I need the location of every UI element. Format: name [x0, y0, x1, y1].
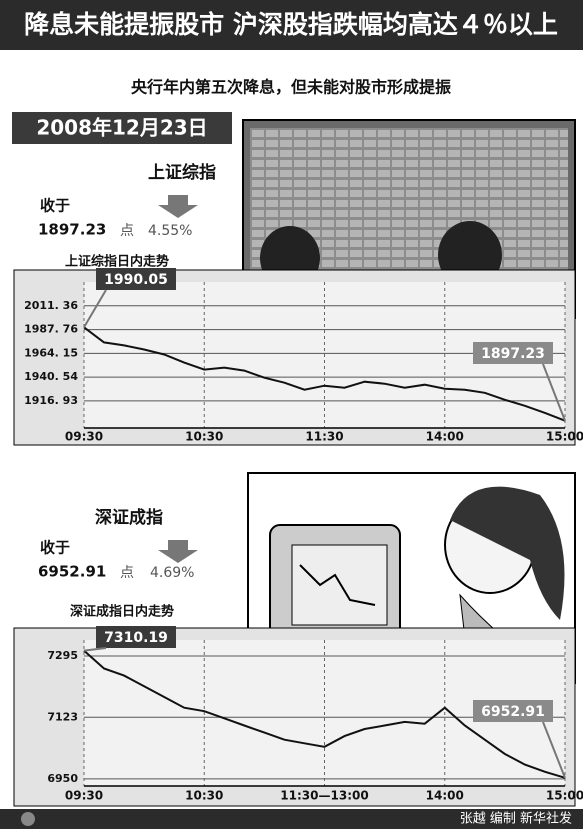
x-tick-label: 15:00 — [546, 789, 583, 803]
y-tick-label: 2011. 36 — [24, 299, 78, 312]
close-label: 收于 — [40, 539, 70, 557]
x-tick-label: 09:30 — [65, 789, 103, 803]
y-tick-label: 1916. 93 — [24, 394, 78, 407]
value-label: 6952.91 — [481, 704, 545, 720]
y-tick-label: 7123 — [47, 710, 78, 723]
y-tick-label: 7295 — [47, 649, 78, 662]
y-tick-label: 1964. 15 — [24, 346, 78, 359]
chart-title: 上证综指日内走势 — [65, 254, 169, 270]
index-name: 上证综指 — [148, 162, 216, 183]
infographic: 降息未能提振股市 沪深股指跌幅均高达４％以上 央行年内第五次降息，但未能对股市形… — [0, 0, 583, 829]
x-tick-label: 15:00 — [546, 430, 583, 444]
page: 降息未能提振股市 沪深股指跌幅均高达４％以上 央行年内第五次降息，但未能对股市形… — [0, 0, 583, 829]
date: 2008年12月23日 — [36, 116, 207, 140]
index-name: 深证成指 — [95, 507, 163, 528]
x-tick-label: 11:30 — [305, 430, 343, 444]
down-arrow — [158, 195, 198, 218]
value-label: 1990.05 — [104, 272, 168, 288]
y-tick-label: 1940. 54 — [24, 370, 78, 383]
y-tick-label: 6950 — [47, 772, 78, 785]
logo — [21, 812, 35, 826]
chart-title: 深证成指日内走势 — [70, 604, 174, 620]
change: 4.69% — [150, 565, 194, 581]
x-tick-label: 10:30 — [185, 430, 223, 444]
credit: 张越 编制 新华社发 — [460, 811, 572, 827]
y-tick-label: 1987. 76 — [24, 323, 78, 336]
close-value: 6952.91 — [38, 563, 106, 581]
subtitle: 央行年内第五次降息，但未能对股市形成提振 — [131, 78, 451, 97]
title: 降息未能提振股市 沪深股指跌幅均高达４％以上 — [24, 10, 558, 39]
close-label: 收于 — [40, 197, 70, 215]
change: 4.55% — [148, 223, 192, 239]
close-value: 1897.23 — [38, 221, 106, 239]
x-tick-label: 11:30—13:00 — [280, 789, 368, 803]
unit: 点 — [120, 565, 134, 581]
unit: 点 — [120, 223, 134, 239]
down-arrow — [158, 540, 198, 563]
x-tick-label: 09:30 — [65, 430, 103, 444]
value-label: 1897.23 — [481, 346, 545, 362]
value-label: 7310.19 — [104, 630, 168, 646]
x-tick-label: 14:00 — [426, 430, 464, 444]
x-tick-label: 14:00 — [426, 789, 464, 803]
x-tick-label: 10:30 — [185, 789, 223, 803]
